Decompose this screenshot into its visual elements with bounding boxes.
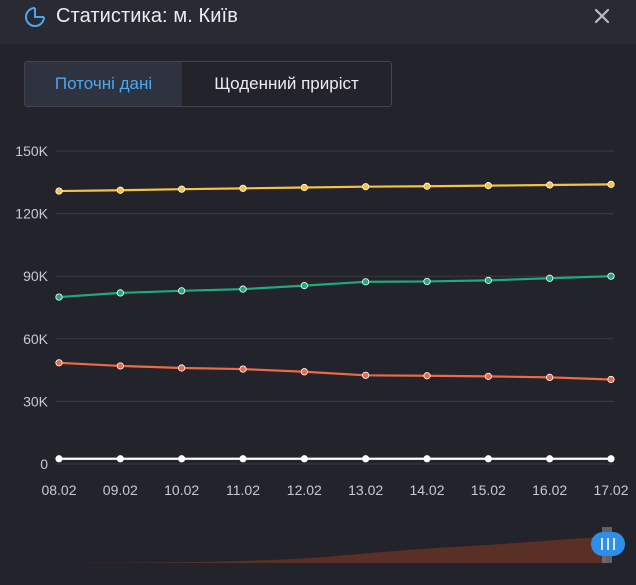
data-point[interactable] xyxy=(484,455,492,463)
data-point[interactable] xyxy=(116,455,124,463)
modal-header: Статистика: м. Київ xyxy=(0,0,636,44)
y-tick-label: 30K xyxy=(23,393,49,409)
data-point[interactable] xyxy=(546,274,554,282)
tab-daily-growth[interactable]: Щоденний приріст xyxy=(214,74,359,93)
x-tick-label: 14.02 xyxy=(409,482,444,498)
data-point[interactable] xyxy=(423,277,431,286)
data-point[interactable] xyxy=(300,368,308,376)
data-point[interactable] xyxy=(239,184,247,192)
series-line xyxy=(58,275,612,299)
data-point[interactable] xyxy=(178,364,186,372)
data-point[interactable] xyxy=(300,183,308,192)
page-title: Статистика: м. Київ xyxy=(56,5,238,27)
data-point[interactable] xyxy=(300,281,308,290)
pie-chart-icon xyxy=(25,7,45,27)
data-point[interactable] xyxy=(178,287,186,295)
y-tick-label: 120K xyxy=(15,206,48,222)
data-point[interactable] xyxy=(362,278,370,286)
x-tick-label: 17.02 xyxy=(593,482,628,498)
x-tick-label: 09.02 xyxy=(103,482,138,498)
data-point[interactable] xyxy=(362,455,370,463)
y-tick-label: 0 xyxy=(40,456,48,472)
close-icon[interactable] xyxy=(590,4,614,28)
data-point[interactable] xyxy=(484,276,492,284)
series-line xyxy=(58,183,612,193)
y-tick-label: 150K xyxy=(15,143,48,159)
x-tick-label: 16.02 xyxy=(532,482,567,498)
x-tick-label: 10.02 xyxy=(164,482,199,498)
data-point[interactable] xyxy=(484,182,492,190)
data-point[interactable] xyxy=(362,371,370,379)
x-tick-label: 08.02 xyxy=(41,482,76,498)
y-tick-label: 90K xyxy=(23,268,49,284)
x-tick-label: 11.02 xyxy=(226,482,260,498)
data-point[interactable] xyxy=(55,359,63,367)
tab-bar: Поточні дані Щоденний приріст xyxy=(24,61,392,107)
data-point[interactable] xyxy=(423,372,431,380)
data-point[interactable] xyxy=(546,455,554,463)
data-point[interactable] xyxy=(484,372,492,380)
series-line xyxy=(58,361,612,381)
data-point[interactable] xyxy=(607,375,615,384)
data-point[interactable] xyxy=(607,455,615,463)
data-point[interactable] xyxy=(239,365,247,373)
data-point[interactable] xyxy=(55,187,63,195)
x-tick-label: 12.02 xyxy=(287,482,322,498)
data-point[interactable] xyxy=(607,272,615,280)
data-point[interactable] xyxy=(362,183,370,191)
data-point[interactable] xyxy=(239,285,247,293)
data-point[interactable] xyxy=(423,455,431,463)
data-point[interactable] xyxy=(116,289,124,297)
data-point[interactable] xyxy=(178,185,186,193)
data-point[interactable] xyxy=(300,455,308,463)
x-tick-label: 15.02 xyxy=(471,482,506,498)
data-point[interactable] xyxy=(55,293,63,301)
data-point[interactable] xyxy=(239,455,247,463)
tab-current-data[interactable]: Поточні дані xyxy=(25,62,182,106)
data-point[interactable] xyxy=(607,180,615,188)
data-point[interactable] xyxy=(116,362,124,370)
data-point[interactable] xyxy=(423,182,431,190)
navigator-series xyxy=(62,536,606,563)
data-point[interactable] xyxy=(546,373,554,382)
y-tick-label: 60K xyxy=(23,331,49,347)
data-point[interactable] xyxy=(116,186,124,194)
data-point[interactable] xyxy=(55,455,63,463)
data-point[interactable] xyxy=(178,455,186,463)
data-point[interactable] xyxy=(546,181,554,189)
x-tick-label: 13.02 xyxy=(348,482,383,498)
